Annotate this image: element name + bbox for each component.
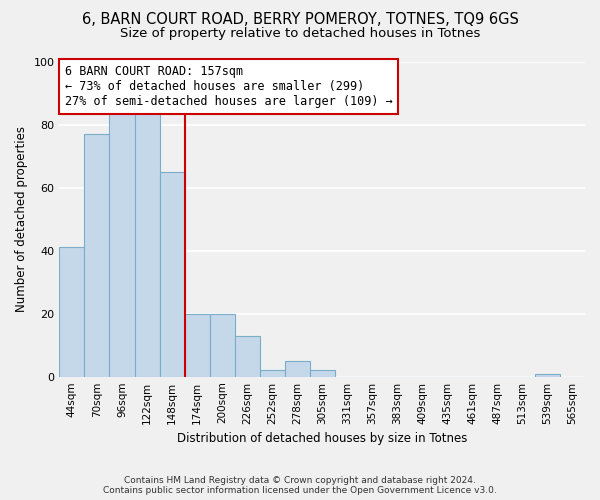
Bar [260,370,284,376]
Bar [59,248,85,376]
Bar [209,314,235,376]
Bar [134,112,160,376]
Text: 6 BARN COURT ROAD: 157sqm
← 73% of detached houses are smaller (299)
27% of semi: 6 BARN COURT ROAD: 157sqm ← 73% of detac… [65,64,392,108]
Bar [310,370,335,376]
Text: Contains HM Land Registry data © Crown copyright and database right 2024.
Contai: Contains HM Land Registry data © Crown c… [103,476,497,495]
X-axis label: Distribution of detached houses by size in Totnes: Distribution of detached houses by size … [177,432,467,445]
Bar [185,314,209,376]
Bar [284,361,310,376]
Text: 6, BARN COURT ROAD, BERRY POMEROY, TOTNES, TQ9 6GS: 6, BARN COURT ROAD, BERRY POMEROY, TOTNE… [82,12,518,28]
Bar [235,336,260,376]
Bar [160,172,185,376]
Text: Size of property relative to detached houses in Totnes: Size of property relative to detached ho… [120,28,480,40]
Bar [535,374,560,376]
Y-axis label: Number of detached properties: Number of detached properties [15,126,28,312]
Bar [109,112,134,376]
Bar [85,134,109,376]
